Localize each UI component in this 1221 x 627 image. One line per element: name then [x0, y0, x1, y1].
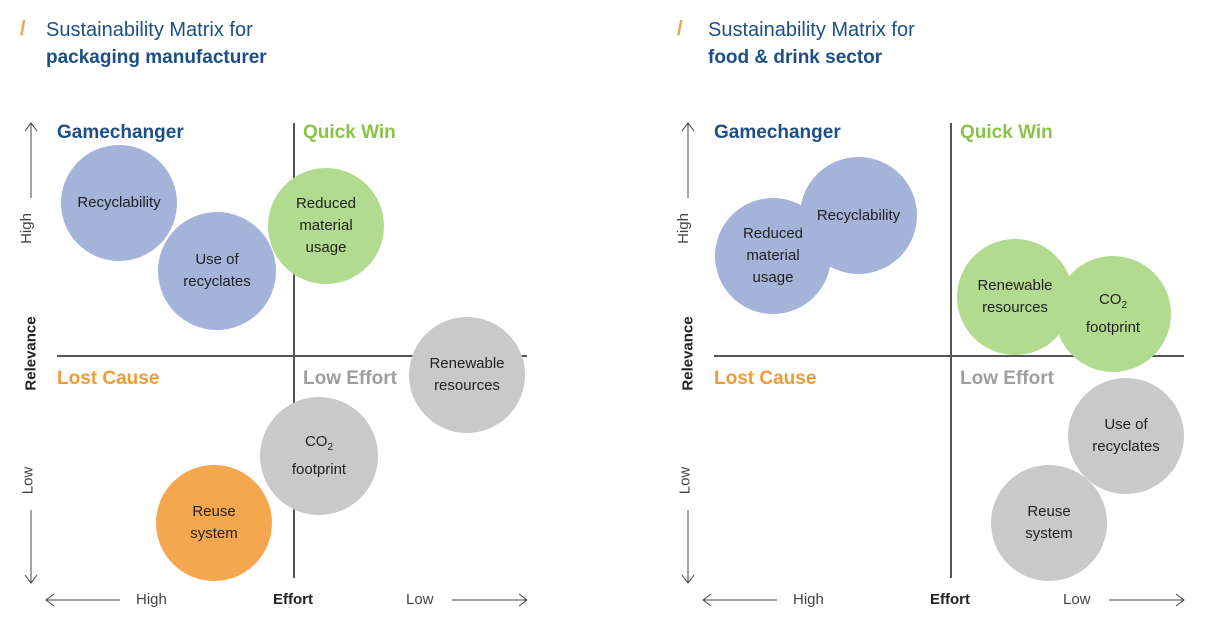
- y-axis-low: Low: [19, 466, 37, 495]
- matrix-panel-packaging: / Sustainability Matrix for packaging ma…: [0, 0, 600, 627]
- x-axis-low: Low: [1063, 591, 1091, 608]
- title-slash: /: [20, 18, 26, 40]
- bubble-use-of-recyclates: Use of recyclates: [158, 212, 276, 330]
- x-axis-low: Low: [406, 591, 434, 608]
- horizontal-axis: [57, 355, 527, 357]
- bubble-reduced-material-usage: Reduced material usage: [268, 168, 384, 284]
- horizontal-axis: [714, 355, 1184, 357]
- bubble-renewable-resources: Renewable resources: [409, 317, 525, 433]
- bubble-recyclability: Recyclability: [61, 145, 177, 261]
- title-line2: packaging manufacturer: [46, 47, 267, 68]
- y-axis-high: High: [17, 213, 35, 244]
- quadrant-low-effort: Low Effort: [303, 368, 397, 389]
- title-line1: Sustainability Matrix for: [708, 19, 915, 41]
- vertical-axis: [293, 123, 295, 578]
- bubble-reuse-system: Reuse system: [156, 465, 272, 581]
- quadrant-gamechanger: Gamechanger: [714, 122, 841, 143]
- bubble-recyclability: Recyclability: [800, 157, 917, 274]
- quadrant-lost-cause: Lost Cause: [714, 368, 817, 389]
- y-axis-low: Low: [676, 466, 694, 495]
- x-axis-label: Effort: [930, 591, 970, 608]
- bubble-use-of-recyclates: Use of recyclates: [1068, 378, 1184, 494]
- quadrant-lost-cause: Lost Cause: [57, 368, 160, 389]
- bubble-renewable-resources: Renewable resources: [957, 239, 1073, 355]
- quadrant-gamechanger: Gamechanger: [57, 122, 184, 143]
- quadrant-low-effort: Low Effort: [960, 368, 1054, 389]
- title-line1: Sustainability Matrix for: [46, 19, 253, 41]
- x-axis-label: Effort: [273, 591, 313, 608]
- vertical-axis: [950, 123, 952, 578]
- x-axis-high: High: [136, 591, 167, 608]
- axis-arrows: [681, 122, 1185, 607]
- y-axis-label: Relevance: [22, 316, 40, 391]
- bubble-reduced-material-usage: Reduced material usage: [715, 198, 831, 314]
- y-axis-high: High: [674, 213, 692, 244]
- matrix-panel-food-drink: / Sustainability Matrix for food & drink…: [657, 0, 1221, 627]
- y-axis-label: Relevance: [679, 316, 697, 391]
- title-slash: /: [677, 18, 683, 40]
- quadrant-quick-win: Quick Win: [303, 122, 396, 143]
- bubble-reuse-system: Reuse system: [991, 465, 1107, 581]
- title-line2: food & drink sector: [708, 47, 883, 68]
- axis-arrows: [24, 122, 528, 607]
- bubble-co2-footprint: CO2 footprint: [1055, 256, 1171, 372]
- x-axis-high: High: [793, 591, 824, 608]
- quadrant-quick-win: Quick Win: [960, 122, 1053, 143]
- bubble-co2-footprint: CO2 footprint: [260, 397, 378, 515]
